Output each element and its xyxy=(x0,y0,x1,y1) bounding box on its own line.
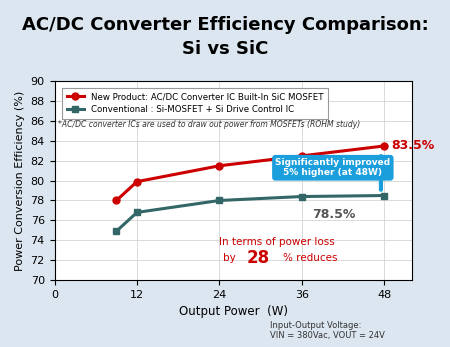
Text: % reduces: % reduces xyxy=(283,253,337,263)
Text: AC/DC Converter Efficiency Comparison:: AC/DC Converter Efficiency Comparison: xyxy=(22,16,428,34)
New Product: AC/DC Converter IC Built-In SiC MOSFET: (36, 82.5): AC/DC Converter IC Built-In SiC MOSFET: … xyxy=(299,154,305,158)
Line: New Product: AC/DC Converter IC Built-In SiC MOSFET: New Product: AC/DC Converter IC Built-In… xyxy=(113,143,388,204)
Legend: New Product: AC/DC Converter IC Built-In SiC MOSFET, Conventional : Si-MOSFET + : New Product: AC/DC Converter IC Built-In… xyxy=(63,88,328,119)
Conventional : Si-MOSFET + Si Drive Control IC: (24, 78): Si-MOSFET + Si Drive Control IC: (24, 78… xyxy=(217,198,222,203)
Text: Significantly improved
5% higher (at 48W): Significantly improved 5% higher (at 48W… xyxy=(275,158,391,177)
Text: *AC/DC converter ICs are used to draw out power from MOSFETs (ROHM study): *AC/DC converter ICs are used to draw ou… xyxy=(58,120,361,129)
Conventional : Si-MOSFET + Si Drive Control IC: (48, 78.5): Si-MOSFET + Si Drive Control IC: (48, 78… xyxy=(382,193,387,197)
Conventional : Si-MOSFET + Si Drive Control IC: (12, 76.8): Si-MOSFET + Si Drive Control IC: (12, 76… xyxy=(134,210,140,214)
X-axis label: Output Power  (W): Output Power (W) xyxy=(179,305,288,318)
Y-axis label: Power Conversion Efficiency (%): Power Conversion Efficiency (%) xyxy=(15,91,25,271)
Text: 28: 28 xyxy=(247,249,270,267)
New Product: AC/DC Converter IC Built-In SiC MOSFET: (9, 78): AC/DC Converter IC Built-In SiC MOSFET: … xyxy=(114,198,119,203)
Text: In terms of power loss: In terms of power loss xyxy=(220,237,335,247)
Text: Si vs SiC: Si vs SiC xyxy=(182,40,268,58)
Line: Conventional : Si-MOSFET + Si Drive Control IC: Conventional : Si-MOSFET + Si Drive Cont… xyxy=(113,192,388,235)
Conventional : Si-MOSFET + Si Drive Control IC: (36, 78.4): Si-MOSFET + Si Drive Control IC: (36, 78… xyxy=(299,194,305,198)
New Product: AC/DC Converter IC Built-In SiC MOSFET: (48, 83.5): AC/DC Converter IC Built-In SiC MOSFET: … xyxy=(382,144,387,148)
Text: Input-Output Voltage:
VIN = 380Vac, VOUT = 24V: Input-Output Voltage: VIN = 380Vac, VOUT… xyxy=(270,321,385,340)
Text: 83.5%: 83.5% xyxy=(391,139,435,152)
New Product: AC/DC Converter IC Built-In SiC MOSFET: (12, 79.9): AC/DC Converter IC Built-In SiC MOSFET: … xyxy=(134,179,140,184)
Text: by: by xyxy=(223,253,239,263)
New Product: AC/DC Converter IC Built-In SiC MOSFET: (24, 81.5): AC/DC Converter IC Built-In SiC MOSFET: … xyxy=(217,164,222,168)
Conventional : Si-MOSFET + Si Drive Control IC: (9, 74.9): Si-MOSFET + Si Drive Control IC: (9, 74.… xyxy=(114,229,119,233)
Text: 78.5%: 78.5% xyxy=(312,209,356,221)
